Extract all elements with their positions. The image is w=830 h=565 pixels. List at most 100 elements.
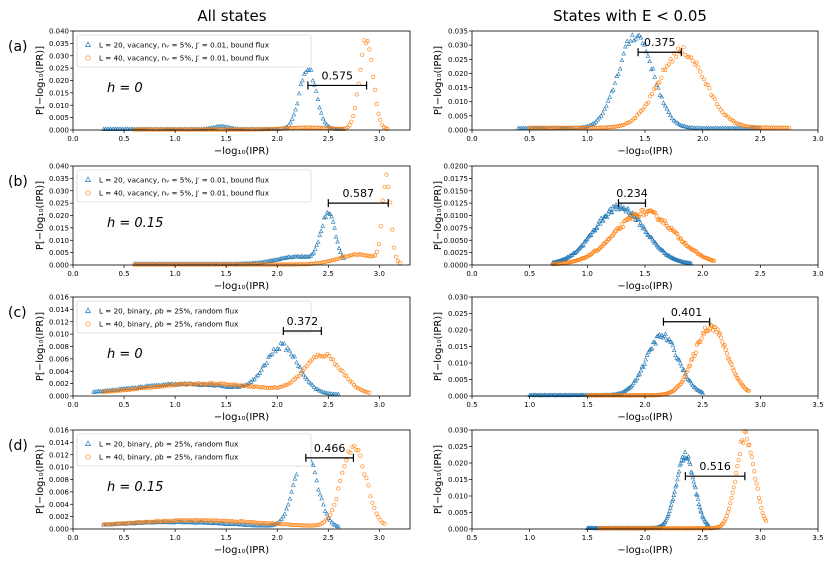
data-point xyxy=(648,346,654,351)
y-tick-label: 0.000 xyxy=(49,262,69,270)
panel-a-low: 0.0 0.5 1.0 1.5 2.0 2.5 3.0 0.000 0.005 0.010 0.01… xyxy=(433,28,824,158)
data-point xyxy=(262,520,267,525)
data-point xyxy=(139,386,144,391)
data-point xyxy=(126,388,131,393)
data-point xyxy=(698,340,703,345)
data-point xyxy=(304,364,309,369)
data-point xyxy=(627,384,633,390)
data-point xyxy=(319,495,324,501)
data-point xyxy=(342,464,347,469)
data-point xyxy=(700,390,705,395)
data-point xyxy=(272,521,277,526)
data-point xyxy=(654,214,659,219)
y-tick-label: 0.020 xyxy=(448,327,468,335)
x-axis-label: −log₁₀(IPR) xyxy=(214,146,269,157)
data-point xyxy=(230,518,235,523)
data-point xyxy=(363,389,368,394)
x-tick-label: 2.5 xyxy=(323,135,334,143)
data-point xyxy=(132,387,137,392)
data-point xyxy=(315,96,321,101)
data-point xyxy=(604,214,610,219)
y-tick-label: 0.035 xyxy=(49,40,69,48)
data-point xyxy=(257,385,262,390)
data-point xyxy=(358,453,363,458)
data-point xyxy=(121,521,126,526)
data-point xyxy=(542,125,547,130)
y-tick-label: 0.005 xyxy=(49,114,69,122)
data-point xyxy=(322,519,327,524)
data-point xyxy=(230,382,235,387)
data-point xyxy=(300,523,305,528)
legend-marker xyxy=(85,190,91,196)
x-axis-label: −log₁₀(IPR) xyxy=(214,545,269,556)
data-point xyxy=(764,518,769,523)
data-point xyxy=(740,438,745,443)
data-point xyxy=(536,125,541,130)
data-point xyxy=(277,384,282,389)
data-point xyxy=(385,127,390,132)
data-point xyxy=(232,519,237,524)
data-point xyxy=(288,522,293,527)
data-point xyxy=(223,381,228,386)
data-point xyxy=(310,77,316,83)
data-point xyxy=(242,384,247,389)
data-point xyxy=(262,362,268,367)
data-point xyxy=(737,122,742,127)
data-point xyxy=(144,127,149,132)
data-point xyxy=(158,262,163,267)
data-point xyxy=(354,92,359,97)
data-point xyxy=(392,245,397,250)
data-point xyxy=(257,262,262,267)
data-point xyxy=(354,252,359,257)
data-point xyxy=(699,74,704,79)
data-point xyxy=(264,521,269,526)
data-point xyxy=(764,125,769,130)
panel-c-all: 0.0 0.5 1.0 1.5 2.0 2.5 3.0 0.000 0.002 0.004 0.00… xyxy=(8,294,411,423)
data-point xyxy=(642,42,647,47)
data-point xyxy=(132,262,137,267)
data-point xyxy=(730,490,735,495)
data-point xyxy=(316,487,321,492)
data-point xyxy=(716,105,721,110)
data-point xyxy=(626,41,632,46)
data-point xyxy=(225,262,230,267)
data-point xyxy=(307,125,312,130)
data-point xyxy=(251,384,256,389)
y-tick-label: 0.020 xyxy=(448,460,468,468)
legend: L = 20, vacancy, nᵥ = 5%, J′ = 0.01, bou… xyxy=(76,169,312,203)
data-point xyxy=(232,382,237,387)
data-point xyxy=(670,59,675,64)
x-tick-label: 0.5 xyxy=(466,401,477,409)
data-point xyxy=(688,469,694,474)
data-point xyxy=(720,110,725,115)
data-point xyxy=(228,519,233,524)
data-point xyxy=(171,518,176,523)
y-tick-label: 0.005 xyxy=(448,112,468,120)
data-point xyxy=(285,262,290,267)
data-point xyxy=(586,125,591,130)
data-point xyxy=(659,332,665,337)
data-point xyxy=(344,373,349,378)
legend-entry: L = 20, vacancy, nᵥ = 5%, J′ = 0.01, bou… xyxy=(99,176,270,185)
data-point xyxy=(681,45,686,50)
data-point xyxy=(551,125,556,130)
data-point xyxy=(632,378,637,383)
y-tick-label: 0.016 xyxy=(49,427,70,435)
data-point xyxy=(722,342,727,347)
axes-frame xyxy=(471,296,819,397)
data-point xyxy=(595,117,600,122)
gap-value: 0.401 xyxy=(671,306,703,319)
data-point xyxy=(371,254,376,259)
data-point xyxy=(204,262,209,267)
data-point xyxy=(663,331,668,336)
data-point xyxy=(787,125,792,130)
data-point xyxy=(600,110,606,115)
data-point xyxy=(693,484,698,490)
data-point xyxy=(328,512,333,517)
data-point xyxy=(614,229,619,234)
data-point xyxy=(645,53,651,58)
data-point xyxy=(327,517,333,522)
data-point xyxy=(774,125,779,130)
data-point xyxy=(611,87,616,92)
gap-annotation: 0.401 xyxy=(662,306,711,326)
